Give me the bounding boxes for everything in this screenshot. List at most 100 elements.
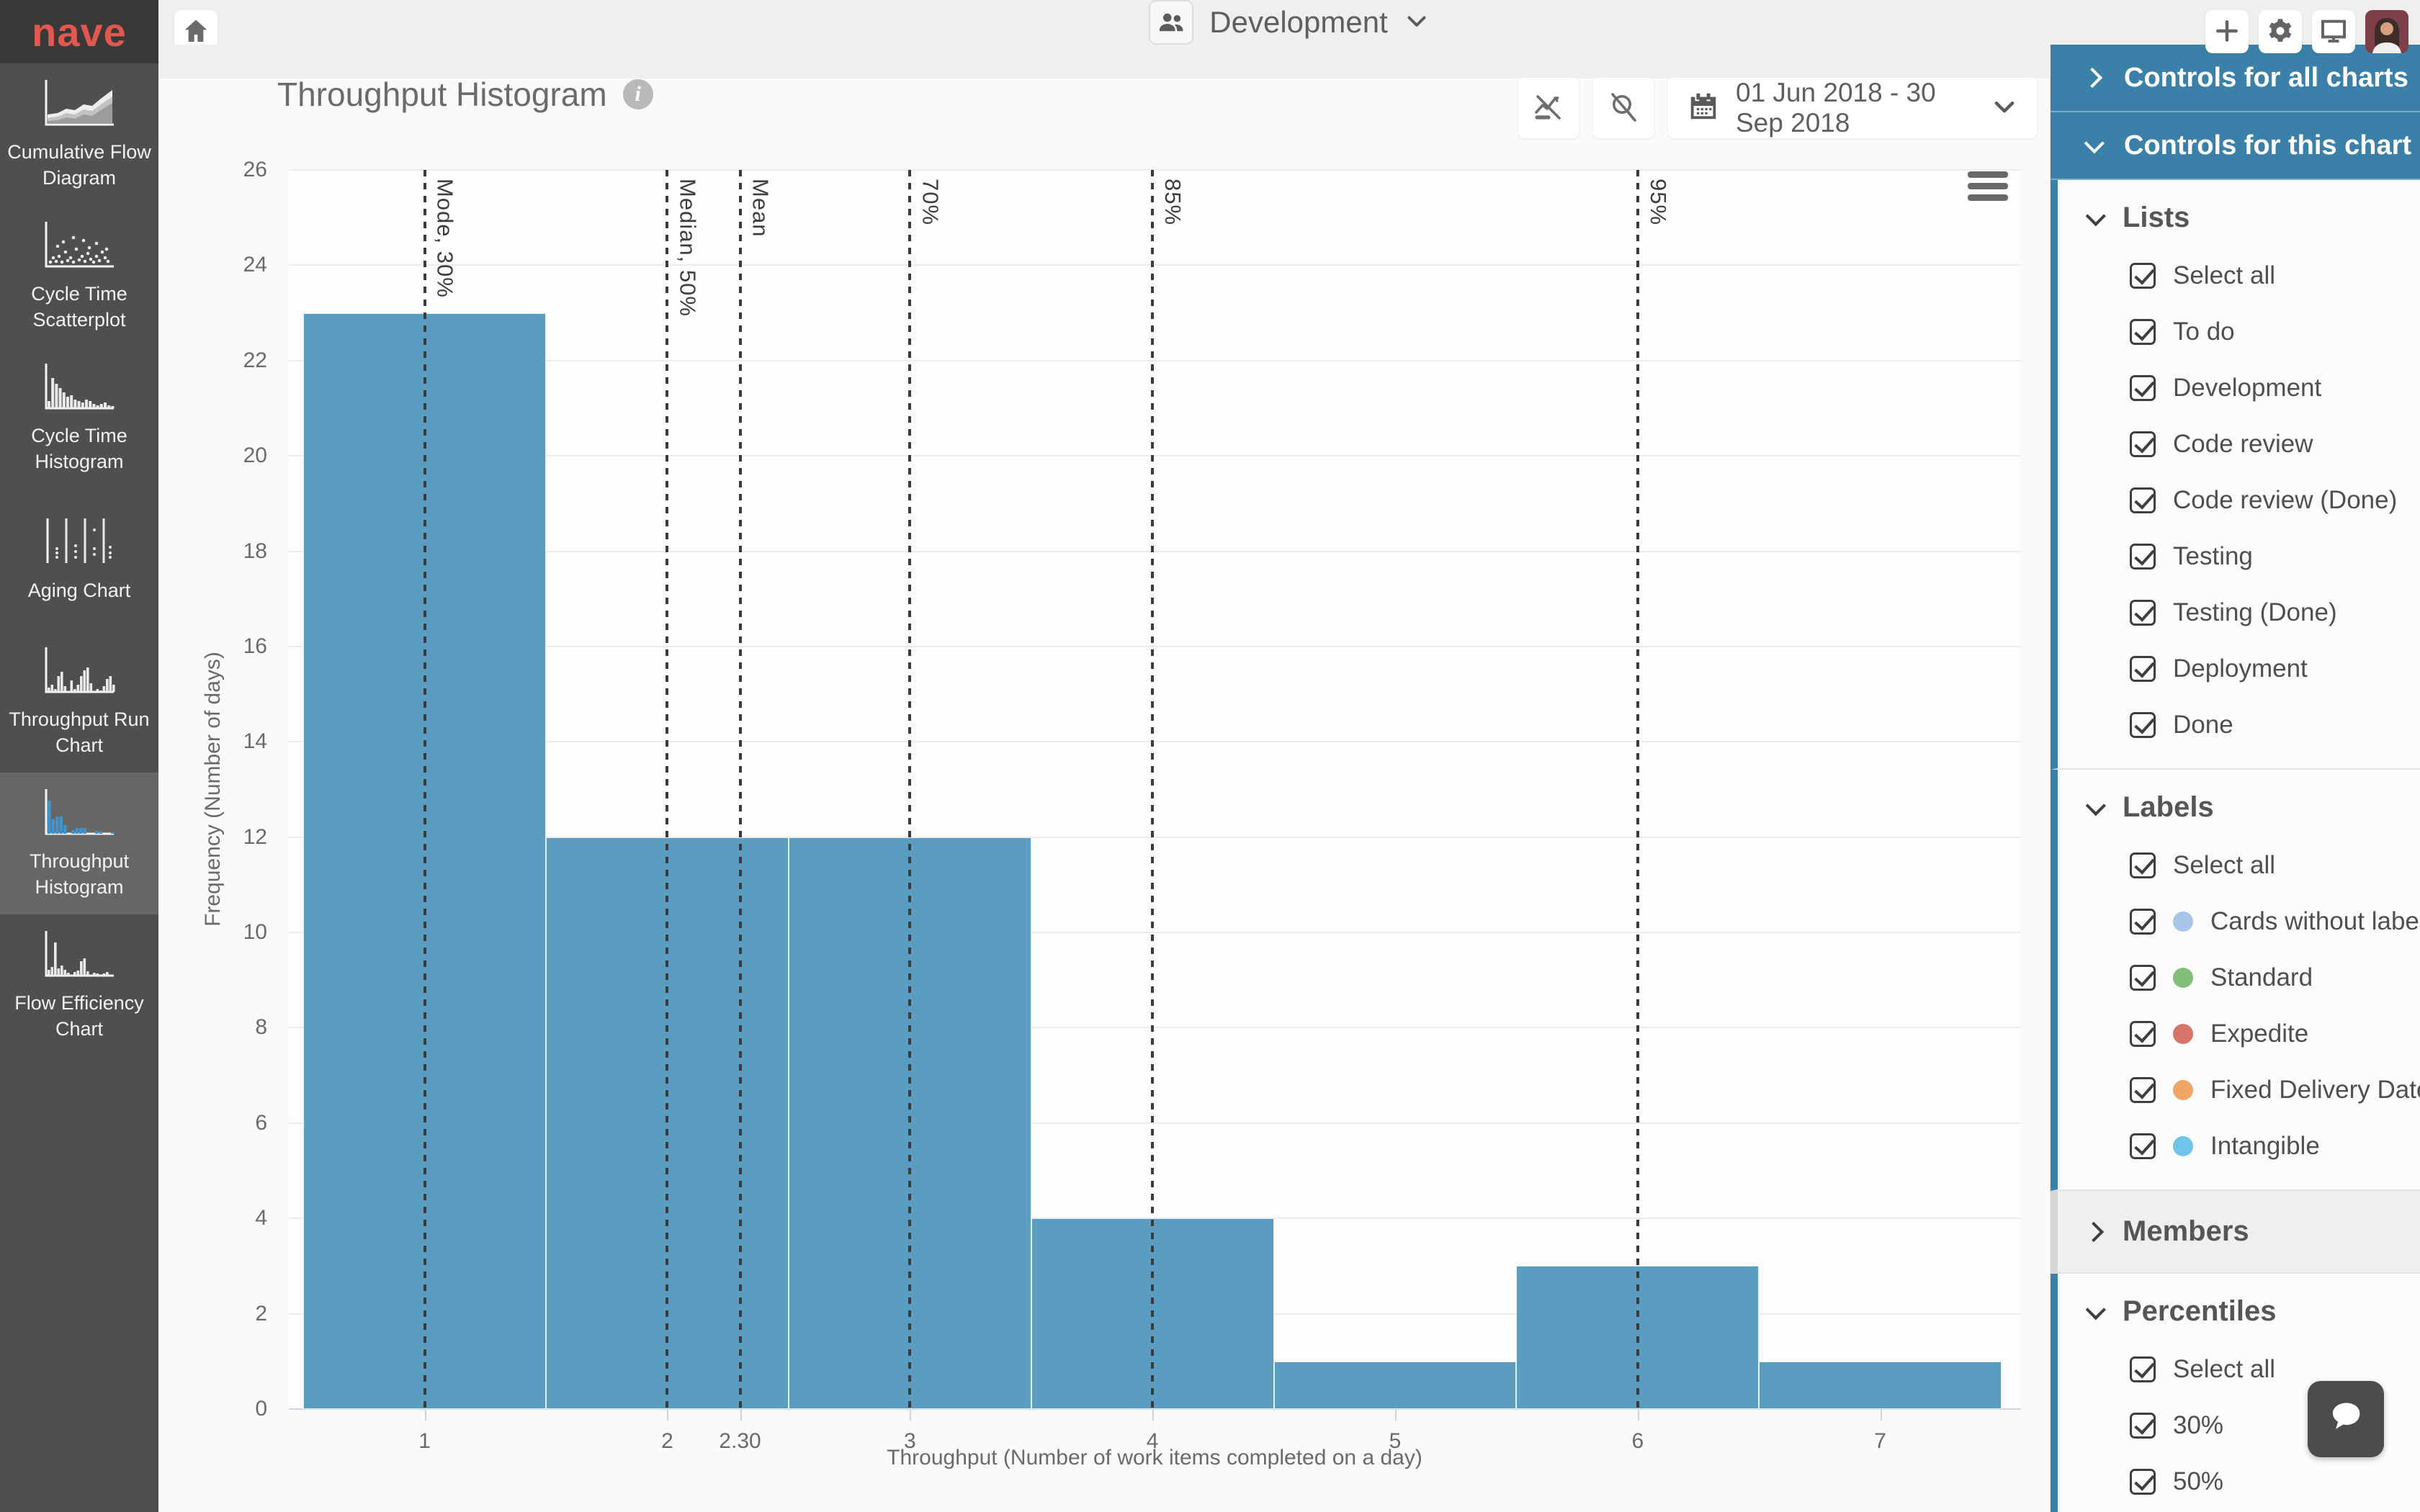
checkbox-50[interactable] <box>2130 1469 2156 1495</box>
section-header-members[interactable]: Members <box>2058 1215 2420 1248</box>
gridline-y-20 <box>289 455 2021 457</box>
board-name: Development <box>1209 5 1388 39</box>
checkbox-row-30[interactable]: 30% <box>2058 1411 2420 1440</box>
chart-menu-button[interactable] <box>1968 171 2008 206</box>
checkbox-code-review-done[interactable] <box>2130 487 2156 513</box>
monitor-icon <box>2319 17 2348 48</box>
body-row: Throughput Histogram i <box>158 45 2420 1512</box>
x-tick-label: 7 <box>1874 1429 1886 1453</box>
sidebar-item-cumulative-flow-diagram[interactable]: Cumulative Flow Diagram <box>0 63 158 205</box>
checkbox-cards-without-labels[interactable] <box>2130 909 2156 935</box>
add-button[interactable] <box>2205 10 2249 53</box>
sidebar-item-label: Throughput Histogram <box>29 850 130 898</box>
section-header-percentiles[interactable]: Percentiles <box>2058 1295 2420 1328</box>
checkbox-row-development[interactable]: Development <box>2058 374 2420 402</box>
controls-this-chart-label: Controls for this chart <box>2124 130 2412 161</box>
gridline-y-6 <box>289 1122 2021 1124</box>
controls-all-charts-header[interactable]: Controls for all charts <box>2051 45 2420 112</box>
x-tick-mark <box>1880 1409 1882 1421</box>
checkbox-row-testing-done[interactable]: Testing (Done) <box>2058 598 2420 627</box>
checkbox-label: Select all <box>2173 851 2276 879</box>
checkbox-code-review[interactable] <box>2130 431 2156 457</box>
topbar: Development <box>158 0 2420 53</box>
checkbox-row-testing[interactable]: Testing <box>2058 542 2420 571</box>
thhist-chart-icon <box>42 788 117 838</box>
date-range-picker[interactable]: 01 Jun 2018 - 30 Sep 2018 <box>1668 78 2037 138</box>
checkbox-row-intangible[interactable]: Intangible <box>2058 1132 2420 1161</box>
section-members: Members <box>2051 1191 2420 1274</box>
sidebar-item-cycle-time-scatterplot[interactable]: Cycle Time Scatterplot <box>0 205 158 347</box>
checkbox-standard[interactable] <box>2130 965 2156 991</box>
chart-type-nav: Cumulative Flow Diagram Cycle Time Scatte… <box>0 63 158 1056</box>
sidebar-item-label: Aging Chart <box>27 579 131 601</box>
checkbox-30[interactable] <box>2130 1413 2156 1439</box>
chevron-right-icon <box>2081 67 2103 89</box>
settings-button[interactable] <box>2259 10 2302 53</box>
checkbox-row-50[interactable]: 50% <box>2058 1467 2420 1496</box>
date-chevron-down-icon <box>1991 93 2018 124</box>
section-title: Labels <box>2123 791 2214 823</box>
scatter-chart-icon <box>42 220 117 271</box>
checkbox-row-code-review-done[interactable]: Code review (Done) <box>2058 486 2420 515</box>
display-button[interactable] <box>2312 10 2355 53</box>
checkbox-development[interactable] <box>2130 375 2156 401</box>
gear-icon <box>2266 17 2295 48</box>
info-icon[interactable]: i <box>622 79 653 109</box>
floweff-chart-icon <box>42 930 117 980</box>
checkbox-row-standard[interactable]: Standard <box>2058 963 2420 992</box>
checkbox-row-select-all[interactable]: Select all <box>2058 1355 2420 1384</box>
sidebar-item-cycle-time-histogram[interactable]: Cycle Time Histogram <box>0 347 158 489</box>
y-tick-label: 4 <box>255 1206 267 1230</box>
checkbox-row-select-all[interactable]: Select all <box>2058 851 2420 880</box>
checkbox-row-code-review[interactable]: Code review <box>2058 430 2420 459</box>
toggle-percentile-lines-button[interactable] <box>1518 78 1579 138</box>
chat-bubble-icon <box>2323 1396 2368 1443</box>
checkbox-intangible[interactable] <box>2130 1133 2156 1159</box>
controls-this-chart-header[interactable]: Controls for this chart <box>2051 112 2420 180</box>
checkbox-row-to-do[interactable]: To do <box>2058 318 2420 346</box>
checkbox-select-all[interactable] <box>2130 263 2156 289</box>
checkbox-row-expedite[interactable]: Expedite <box>2058 1020 2420 1048</box>
sidebar-item-aging-chart[interactable]: Aging Chart <box>0 489 158 631</box>
checkbox-testing[interactable] <box>2130 544 2156 570</box>
histogram-bar-x5[interactable] <box>1273 1361 1517 1409</box>
checkbox-expedite[interactable] <box>2130 1021 2156 1047</box>
checkbox-deployment[interactable] <box>2130 656 2156 682</box>
histogram-bar-x7[interactable] <box>1759 1361 2002 1409</box>
checkbox-select-all[interactable] <box>2130 852 2156 878</box>
y-tick-label: 6 <box>255 1110 267 1135</box>
checkbox-to-do[interactable] <box>2130 319 2156 345</box>
nave-logo: nave <box>0 0 158 63</box>
user-avatar[interactable] <box>2365 10 2408 53</box>
checkbox-row-done[interactable]: Done <box>2058 711 2420 739</box>
checkbox-row-deployment[interactable]: Deployment <box>2058 654 2420 683</box>
x-tick-mark <box>667 1409 669 1421</box>
section-header-lists[interactable]: Lists <box>2058 202 2420 234</box>
x-tick-label: 2.30 <box>719 1429 761 1453</box>
sidebar-item-throughput-run-chart[interactable]: Throughput Run Chart <box>0 631 158 773</box>
checkbox-label: Fixed Delivery Date <box>2210 1076 2420 1104</box>
histogram-plot: 0 2 4 6 8 10 12 14 16 18 20 22 24 26 Mode, 30% Median, … <box>243 158 2021 1453</box>
chevron-down-icon <box>2085 205 2106 226</box>
gridline-y-18 <box>289 550 2021 552</box>
y-tick-label: 24 <box>243 253 267 277</box>
checkbox-select-all[interactable] <box>2130 1356 2156 1382</box>
checkbox-label: Development <box>2173 374 2322 402</box>
checkbox-fixed-delivery-date[interactable] <box>2130 1077 2156 1103</box>
checkbox-row-cards-without-labels[interactable]: Cards without labels <box>2058 907 2420 936</box>
section-header-labels[interactable]: Labels <box>2058 791 2420 824</box>
chart-controls: 01 Jun 2018 - 30 Sep 2018 <box>1518 78 2037 138</box>
checkbox-label: 50% <box>2173 1467 2224 1495</box>
sidebar-item-throughput-histogram[interactable]: Throughput Histogram <box>0 773 158 914</box>
board-selector[interactable]: Development <box>1149 0 1429 45</box>
checkbox-row-select-all[interactable]: Select all <box>2058 261 2420 290</box>
checkbox-testing-done[interactable] <box>2130 600 2156 626</box>
checkbox-row-fixed-delivery-date[interactable]: Fixed Delivery Date <box>2058 1076 2420 1104</box>
zoom-off-button[interactable] <box>1593 78 1654 138</box>
percentile-line-median-50 <box>666 170 669 1409</box>
chat-button[interactable] <box>2308 1381 2384 1457</box>
checkbox-done[interactable] <box>2130 712 2156 738</box>
main-column: Development <box>158 0 2420 1512</box>
sidebar-item-flow-efficiency-chart[interactable]: Flow Efficiency Chart <box>0 914 158 1056</box>
chevron-down-icon <box>2084 133 2105 154</box>
